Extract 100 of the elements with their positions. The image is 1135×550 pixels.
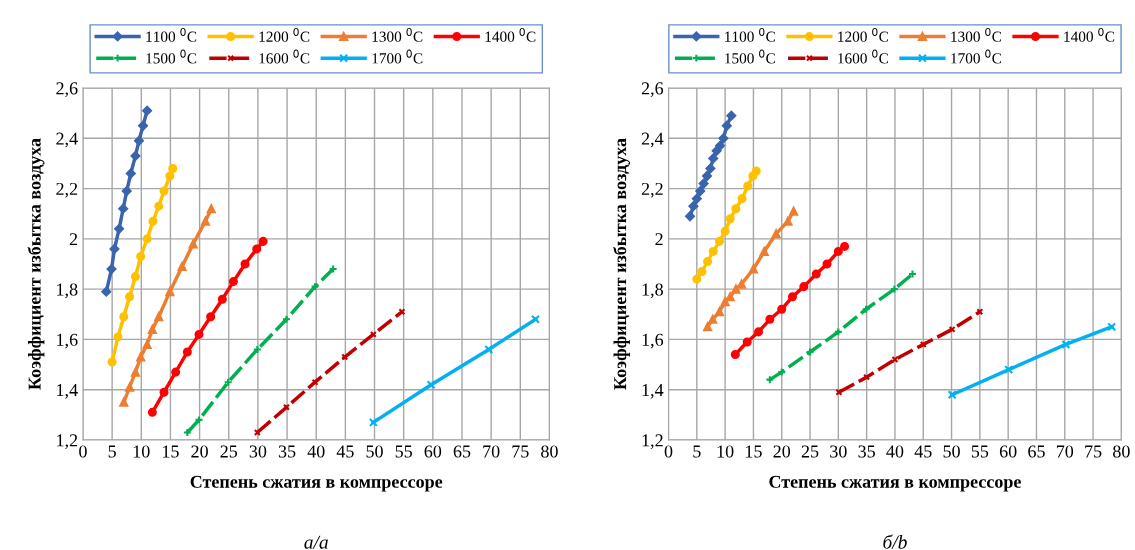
point (822, 259, 832, 269)
x-tick-label: 40 (307, 445, 325, 458)
point (731, 284, 741, 294)
y-tick-label: 1,6 (57, 333, 78, 349)
point (754, 327, 764, 337)
point (133, 135, 144, 146)
point (720, 297, 730, 307)
point (787, 292, 797, 302)
point (200, 216, 210, 226)
x-tick-label: 70 (483, 445, 500, 458)
point (130, 367, 140, 377)
point (147, 324, 157, 334)
point (695, 186, 706, 197)
point (726, 110, 737, 121)
point (725, 292, 735, 302)
x-tick-label: 45 (914, 445, 932, 458)
x-tick-label: 5 (108, 445, 116, 458)
point (799, 282, 809, 292)
point (698, 178, 709, 189)
point (725, 214, 735, 224)
y-tick-label: 2,4 (641, 132, 664, 148)
point (708, 314, 718, 324)
point (109, 243, 120, 254)
point (194, 329, 204, 339)
point (759, 246, 769, 256)
point (721, 120, 732, 131)
point (113, 332, 123, 342)
point (743, 181, 753, 191)
y-tick-label: 2,6 (641, 82, 664, 98)
x-tick-label: 55 (971, 445, 989, 458)
point (697, 267, 707, 277)
point (811, 269, 821, 279)
legend-label: 1600 $^{0}$C (259, 49, 310, 64)
point (748, 264, 758, 274)
x-tick-label: 35 (858, 445, 875, 458)
text: б/b (883, 534, 907, 549)
point (106, 264, 117, 274)
point (142, 339, 152, 349)
point (777, 304, 787, 314)
point (159, 387, 169, 397)
point (398, 308, 406, 316)
y-axis-title: Коэффициент избытка воздуха (613, 138, 630, 390)
point (731, 204, 741, 214)
point (714, 236, 724, 246)
x-tick-label: 60 (999, 445, 1017, 458)
point (692, 274, 702, 284)
x-tick-label: 60 (424, 445, 442, 458)
point (702, 171, 712, 181)
y-tick-label: 1,4 (642, 384, 664, 399)
point (703, 256, 713, 266)
point (311, 378, 319, 386)
legend-label: 1200 $^{0}$C (259, 27, 310, 42)
x-tick-label: 35 (278, 445, 296, 458)
x-tick-label: 30 (830, 445, 847, 458)
y-tick-label: 2,2 (641, 182, 663, 198)
x-tick-label: 20 (191, 445, 208, 458)
point (1061, 339, 1071, 349)
point (130, 272, 140, 282)
point (125, 292, 135, 302)
x-tick-label: 30 (249, 445, 267, 458)
x-tick-label: 10 (717, 445, 734, 458)
legend-label: 1400 $^{0}$C (1064, 27, 1115, 42)
x-tick-label: 70 (1056, 445, 1074, 458)
point (136, 251, 146, 261)
legend-label: 1600 $^{0}$C (838, 49, 888, 64)
point (154, 201, 164, 211)
point (530, 314, 540, 324)
x-tick-label: 50 (366, 445, 383, 458)
point (188, 239, 198, 249)
point (705, 163, 716, 174)
x-axis-title: Степень сжатия в компрессоре (769, 475, 1021, 492)
y-tick-label: 2,6 (56, 82, 78, 98)
y-tick-label: 1,2 (57, 434, 78, 450)
point (718, 133, 729, 144)
x-tick-label: 80 (1113, 445, 1130, 458)
y-tick-label: 1,8 (642, 283, 663, 299)
point (107, 357, 117, 367)
legend-label: 1100 $^{0}$C (146, 27, 197, 42)
x-tick-label: 40 (886, 445, 904, 458)
y-tick-label: 1,2 (642, 434, 663, 450)
legend-label: 1400 $^{0}$C (485, 27, 536, 42)
point (835, 388, 843, 396)
point (138, 120, 148, 131)
point (426, 380, 436, 390)
y-tick-label: 1,8 (57, 283, 78, 299)
x-tick-label: 25 (220, 445, 238, 458)
y-tick-label: 1,6 (642, 333, 664, 349)
point (341, 353, 349, 361)
x-tick-label: 10 (133, 445, 150, 458)
x-tick-label: 0 (79, 445, 87, 458)
point (789, 206, 799, 216)
point (121, 186, 132, 197)
point (154, 312, 164, 322)
point (165, 171, 175, 181)
point (118, 203, 129, 214)
point (691, 193, 702, 204)
legend-label: 1700 $^{0}$C (372, 49, 423, 64)
legend-label: 1100 $^{0}$C (725, 27, 775, 42)
point (484, 344, 494, 354)
x-tick-label: 5 (693, 445, 701, 458)
